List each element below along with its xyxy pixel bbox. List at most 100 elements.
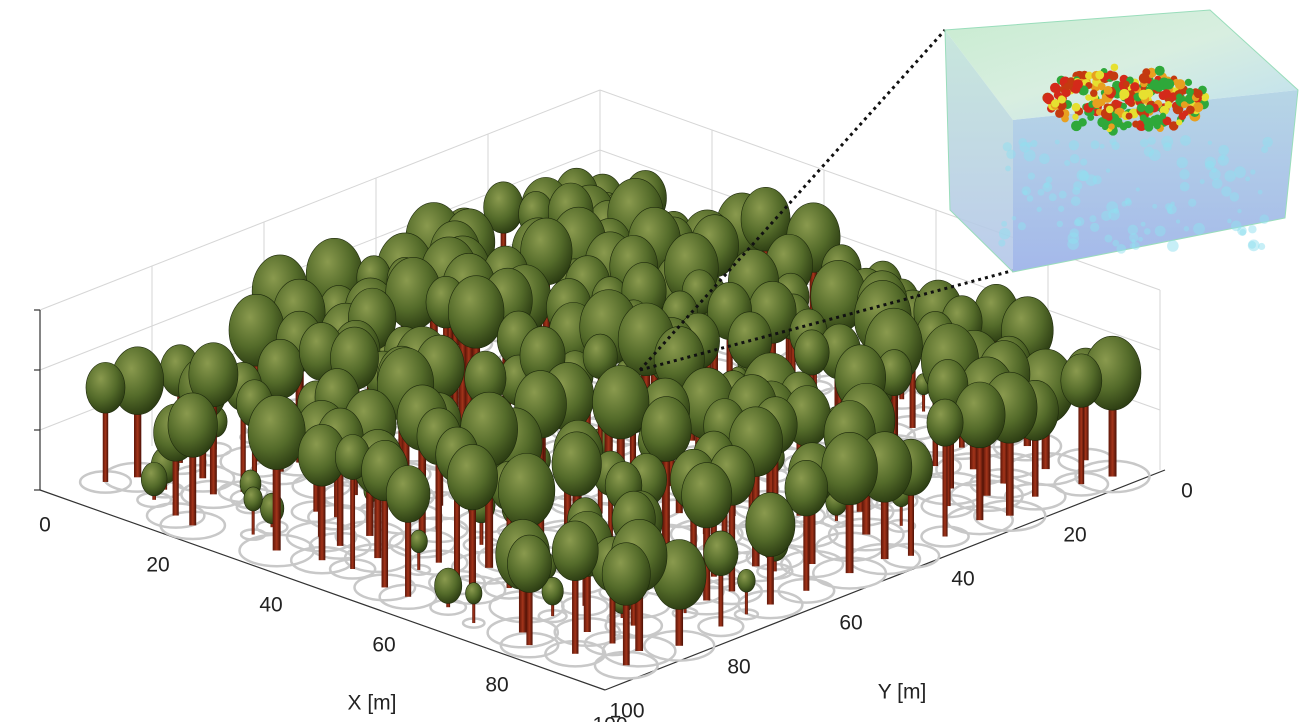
voxel-faint	[1180, 135, 1191, 146]
trunk	[251, 505, 255, 535]
voxel-faint	[1104, 234, 1113, 243]
crown	[926, 398, 964, 447]
voxel-faint	[1204, 156, 1217, 169]
voxel	[1119, 122, 1128, 131]
voxel	[1138, 89, 1149, 100]
voxel-faint	[1048, 193, 1057, 202]
trunk	[976, 433, 984, 521]
trunk	[1078, 395, 1085, 485]
trunk	[454, 469, 460, 583]
trunk	[240, 399, 246, 492]
trunk	[1041, 406, 1050, 470]
voxel-faint	[1116, 244, 1127, 254]
voxel	[1125, 112, 1133, 120]
voxel-faint	[1042, 182, 1053, 192]
crown	[601, 542, 651, 606]
voxel-faint	[1090, 222, 1100, 232]
voxel-faint	[1045, 176, 1053, 184]
trunk	[134, 399, 142, 478]
voxel	[1053, 84, 1062, 93]
voxel-faint	[1227, 218, 1232, 224]
voxel-faint	[1234, 166, 1246, 179]
crown	[243, 486, 263, 512]
voxel-faint	[1143, 228, 1151, 235]
voxel-faint	[1002, 142, 1012, 152]
voxel	[1108, 123, 1115, 130]
voxel	[1162, 116, 1172, 126]
voxel-faint	[1162, 142, 1172, 152]
voxel-faint	[1138, 236, 1143, 242]
voxel	[1095, 70, 1105, 80]
voxel	[1090, 89, 1098, 97]
voxel-faint	[1125, 199, 1132, 206]
voxel-faint	[1257, 189, 1263, 195]
voxel	[1174, 79, 1186, 90]
voxel-faint	[1069, 228, 1079, 238]
trunk	[405, 509, 412, 597]
trunk	[451, 271, 459, 408]
trunk	[336, 454, 344, 546]
trunk	[772, 553, 777, 572]
voxel	[1119, 93, 1127, 101]
voxel	[1184, 78, 1193, 87]
voxel	[1043, 93, 1055, 105]
trunk	[381, 487, 389, 588]
voxel-faint	[1209, 168, 1221, 181]
trunk	[942, 435, 948, 537]
voxel-faint	[1259, 214, 1269, 224]
crown	[446, 444, 498, 511]
voxel-faint	[1175, 219, 1181, 224]
crown	[821, 431, 878, 506]
trunk	[909, 333, 916, 428]
voxel	[1136, 103, 1146, 113]
x-tick-label: 80	[485, 674, 508, 697]
voxel	[1110, 63, 1119, 72]
voxel-faint	[1221, 186, 1232, 197]
voxel-faint	[1037, 188, 1045, 196]
voxel	[1114, 117, 1123, 126]
trunk	[468, 495, 476, 590]
voxel-faint	[1069, 153, 1080, 164]
voxel	[1130, 82, 1140, 92]
voxel-faint	[1113, 207, 1120, 214]
trunk	[189, 442, 197, 526]
trunk	[350, 469, 356, 569]
voxel-faint	[1135, 187, 1140, 192]
crown	[703, 530, 739, 577]
voxel	[1102, 124, 1109, 131]
voxel-faint	[1127, 224, 1139, 235]
voxel-faint	[1261, 146, 1269, 154]
trunk	[803, 503, 810, 591]
voxel-faint	[1023, 149, 1036, 162]
voxel-faint	[998, 239, 1006, 247]
voxel	[1063, 82, 1072, 91]
trunk	[318, 472, 326, 561]
voxel-faint	[1089, 215, 1097, 223]
trunk	[272, 452, 281, 551]
x-tick-label: 100	[592, 714, 627, 722]
voxel-faint	[1112, 239, 1120, 247]
x-tick-label: 20	[146, 554, 169, 577]
voxel	[1186, 87, 1194, 96]
voxel-faint	[1193, 222, 1205, 235]
voxel-faint	[1078, 170, 1090, 182]
trunk	[945, 399, 951, 507]
crown	[551, 431, 602, 497]
crown	[247, 394, 306, 470]
voxel	[1138, 72, 1150, 84]
voxel-faint	[1239, 228, 1247, 236]
voxel	[1057, 100, 1067, 111]
y-tick-label: 40	[951, 568, 974, 591]
trunk	[690, 495, 697, 592]
trunk	[1082, 390, 1089, 461]
voxel-faint	[1056, 220, 1064, 228]
crown	[1060, 353, 1103, 408]
trunk	[635, 575, 644, 652]
voxel	[1103, 85, 1113, 95]
voxel	[1193, 89, 1203, 99]
voxel-faint	[1248, 241, 1256, 249]
crown	[794, 329, 830, 376]
voxel	[1176, 93, 1183, 100]
voxel-faint	[1092, 175, 1102, 185]
trunk	[172, 448, 179, 516]
